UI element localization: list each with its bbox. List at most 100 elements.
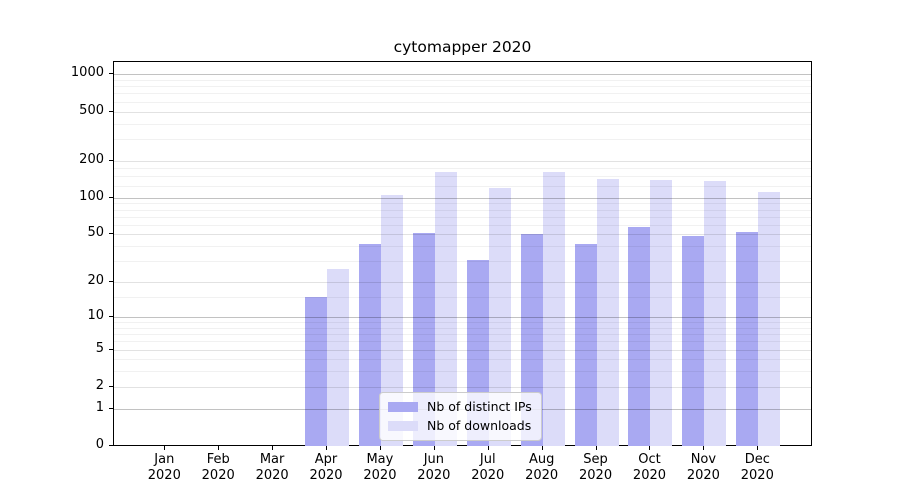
legend: Nb of distinct IPs Nb of downloads: [379, 392, 542, 441]
gridline: [114, 86, 811, 88]
x-tick-mark: [487, 445, 489, 450]
legend-row: Nb of distinct IPs: [388, 399, 532, 415]
gridline: [114, 111, 811, 113]
gridline: [114, 160, 811, 162]
x-tick-label-oct: Oct 2020: [632, 452, 667, 483]
x-tick-mark: [379, 445, 381, 450]
gridline: [114, 216, 811, 218]
y-tick-mark: [109, 281, 113, 283]
y-tick-mark: [109, 315, 113, 317]
gridline: [114, 101, 811, 103]
y-tick-mark: [109, 445, 113, 446]
gridline: [114, 224, 811, 226]
y-tick-mark: [109, 159, 113, 161]
gridline: [114, 327, 811, 329]
x-tick-label-feb: Feb 2020: [201, 452, 235, 483]
gridline: [114, 234, 811, 236]
bar-downloads-may: [380, 194, 403, 447]
gridline: [114, 316, 811, 318]
x-tick-mark: [433, 445, 435, 450]
x-tick-mark: [541, 445, 543, 450]
gridline: [114, 246, 811, 248]
bar-downloads-oct: [650, 180, 673, 447]
bar-ips-dec: [736, 232, 759, 447]
x-tick-mark: [649, 445, 651, 450]
gridline: [114, 209, 811, 211]
legend-row: Nb of downloads: [388, 418, 532, 434]
x-tick-label-nov: Nov 2020: [686, 452, 720, 483]
gridline: [114, 334, 811, 336]
bar-downloads-sep: [596, 178, 619, 447]
y-tick-label: 1: [95, 399, 104, 415]
gridline: [114, 371, 811, 373]
bar-ips-nov: [682, 235, 705, 447]
bar-downloads-apr: [327, 268, 350, 447]
y-tick-mark: [109, 385, 113, 387]
x-tick-label-jun: Jun 2020: [417, 452, 451, 483]
x-tick-label-jul: Jul 2020: [471, 452, 505, 483]
x-tick-label-may: May 2020: [363, 452, 397, 483]
y-tick-label: 500: [79, 102, 104, 118]
y-tick-mark: [109, 110, 113, 112]
legend-swatch-distinct-ips: [388, 401, 418, 413]
gridline: [114, 341, 811, 343]
x-tick-mark: [272, 445, 274, 450]
gridline: [114, 349, 811, 351]
gridline: [114, 386, 811, 388]
gridline: [114, 123, 811, 125]
gridline: [114, 138, 811, 140]
bar-downloads-aug: [542, 172, 565, 447]
gridline: [114, 167, 811, 169]
x-tick-label-apr: Apr 2020: [309, 452, 343, 483]
y-tick-mark: [109, 348, 113, 350]
bar-downloads-dec: [758, 192, 781, 447]
bar-downloads-jun: [434, 172, 457, 447]
gridline: [114, 322, 811, 324]
x-tick-mark: [703, 445, 705, 450]
bar-ips-apr: [305, 296, 328, 447]
gridline: [114, 203, 811, 205]
y-tick-mark: [109, 196, 113, 198]
y-tick-label: 20: [87, 273, 104, 289]
gridline: [114, 176, 811, 178]
x-tick-mark: [757, 445, 759, 450]
gridline: [114, 93, 811, 95]
plot-area: [113, 61, 812, 447]
gridline: [114, 74, 811, 76]
gridline: [114, 282, 811, 284]
x-tick-mark: [595, 445, 597, 450]
legend-swatch-downloads: [388, 420, 418, 432]
gridline: [114, 185, 811, 187]
bar-ips-oct: [628, 226, 651, 447]
y-tick-label: 1000: [70, 65, 104, 81]
legend-label: Nb of distinct IPs: [427, 399, 532, 414]
x-tick-label-dec: Dec 2020: [740, 452, 774, 483]
chart-title: cytomapper 2020: [393, 38, 532, 56]
x-tick-mark: [164, 445, 166, 450]
gridline: [114, 261, 811, 263]
x-tick-label-aug: Aug 2020: [525, 452, 559, 483]
y-tick-label: 5: [95, 340, 104, 356]
bar-ips-may: [358, 243, 381, 447]
legend-label: Nb of downloads: [427, 418, 532, 433]
y-tick-mark: [109, 73, 113, 75]
gridline: [114, 197, 811, 199]
y-tick-label: 2: [95, 377, 104, 393]
x-tick-mark: [218, 445, 220, 450]
gridline: [114, 79, 811, 81]
x-tick-mark: [326, 445, 328, 450]
gridline: [114, 296, 811, 298]
y-tick-mark: [109, 407, 113, 409]
y-tick-label: 0: [95, 437, 104, 452]
y-tick-mark: [109, 233, 113, 235]
x-tick-label-sep: Sep 2020: [579, 452, 613, 483]
gridline: [114, 359, 811, 361]
x-tick-label-mar: Mar 2020: [255, 452, 289, 483]
bar-downloads-jul: [488, 188, 511, 447]
y-tick-label: 10: [87, 307, 104, 323]
y-tick-label: 50: [87, 225, 104, 241]
y-tick-label: 100: [79, 188, 104, 204]
bar-downloads-nov: [704, 180, 727, 447]
bar-ips-sep: [574, 243, 597, 447]
